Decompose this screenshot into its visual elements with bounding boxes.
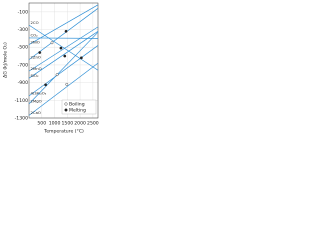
series-label: 2MnO [31,66,42,71]
series-label: 2NiO [31,39,40,44]
series-line [28,45,99,97]
x-tick-label: 500 [37,121,46,127]
transition-point [65,82,69,86]
plot-frame [28,2,99,119]
y-axis-label: ΔG (kJ/mole O₂) [3,42,9,78]
x-tick-label: 1500 [61,121,73,127]
y-tick-label: -1100 [15,98,28,104]
transition-point [79,56,83,60]
series-line [28,31,99,79]
chart: ΔG (kJ/mole O₂) Temperature (°C) -100 -30… [3,2,99,135]
x-axis-label: Temperature (°C) [43,129,84,135]
y-tick-label: -1300 [15,116,28,122]
series-line [28,8,99,60]
y-tick-label: -100 [18,9,29,15]
series-line [28,62,99,116]
y-tick-label: -300 [18,27,29,33]
series-label: SiO₂ [31,73,39,78]
transition-point [44,83,48,87]
x-tick-label: 1000 [49,121,61,127]
y-tick-label: -500 [18,45,29,51]
transition-point [64,29,68,33]
x-tick-label: 2500 [87,121,99,127]
series-label: 2MgO [31,99,42,104]
transition-point [38,51,42,54]
transition-point [50,41,54,45]
series-label: 2CaO [31,110,41,115]
y-tick-label: -700 [18,62,29,68]
legend-label: Boiling [69,102,85,108]
series-label: CO₂ [31,33,39,38]
legend-box [61,99,97,115]
legend-marker [64,108,68,112]
y-tick-label: -900 [18,80,29,86]
page: {"chart_data": {"type": "line", "ylabel"… [0,0,100,138]
series-label: 4/3Al₂O₃ [31,91,47,96]
x-tick-label: 2000 [74,121,86,127]
series-line [28,24,99,71]
legend-label: Melting [69,108,86,114]
legend-marker [64,102,68,106]
transition-point [55,73,59,77]
series-line [28,31,99,105]
transition-point [59,46,63,50]
series-label: 2ZnO [31,54,41,59]
transition-point [63,54,67,58]
series-line [28,26,99,72]
series-label: 2CO [31,20,39,25]
